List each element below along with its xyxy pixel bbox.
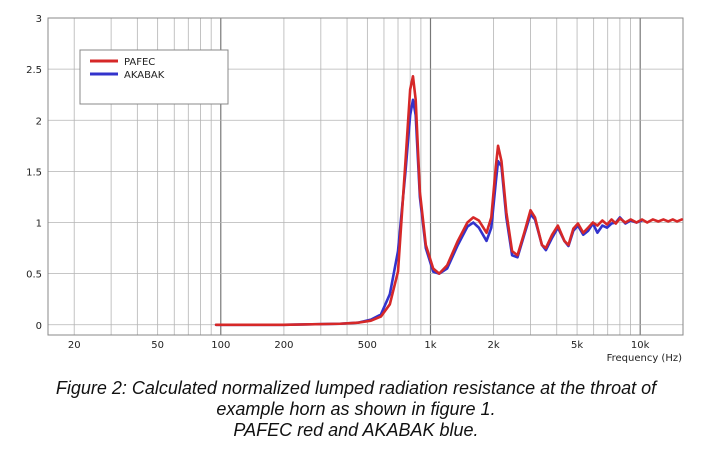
y-axis: 0 0.5 1 1.5 2 2.5 3 <box>26 14 42 332</box>
y-tick-label: 2.5 <box>26 65 42 76</box>
x-axis-label: Frequency (Hz) <box>607 353 683 364</box>
series-line-pafec <box>214 74 684 327</box>
x-tick-label: 2k <box>488 340 500 351</box>
x-tick-label: 200 <box>274 340 293 351</box>
x-tick-label: 50 <box>151 340 164 351</box>
y-tick-label: 3 <box>36 14 42 25</box>
x-tick-label: 10k <box>631 340 650 351</box>
y-tick-label: 1.5 <box>26 167 42 178</box>
figure-caption: Figure 2: Calculated normalized lumped r… <box>0 378 712 441</box>
caption-line-3: PAFEC red and AKABAK blue. <box>233 420 479 440</box>
plot-frame <box>47 17 684 336</box>
x-tick-label: 5k <box>571 340 583 351</box>
y-tick-label: 1 <box>36 219 42 230</box>
x-tick-label: 20 <box>68 340 81 351</box>
legend: PAFEC AKABAK <box>79 49 229 105</box>
x-tick-label: 1k <box>424 340 436 351</box>
chart: 0 0.5 1 1.5 2 2.5 3 20 50 100 200 500 1k 2k 5k 10k Fre… <box>26 14 684 364</box>
legend-label-pafec: PAFEC <box>124 57 155 68</box>
y-tick-label: 0 <box>36 321 42 332</box>
y-tick-label: 0.5 <box>26 270 42 281</box>
y-tick-label: 2 <box>36 116 42 127</box>
caption-line-1: Figure 2: Calculated normalized lumped r… <box>55 378 657 398</box>
series-group <box>214 74 684 327</box>
legend-box <box>79 49 229 105</box>
legend-label-akabak: AKABAK <box>124 70 165 81</box>
x-tick-label: 500 <box>358 340 377 351</box>
x-tick-label: 100 <box>211 340 230 351</box>
caption-line-2: example horn as shown in figure 1. <box>216 399 496 419</box>
x-axis: 20 50 100 200 500 1k 2k 5k 10k <box>68 340 650 351</box>
